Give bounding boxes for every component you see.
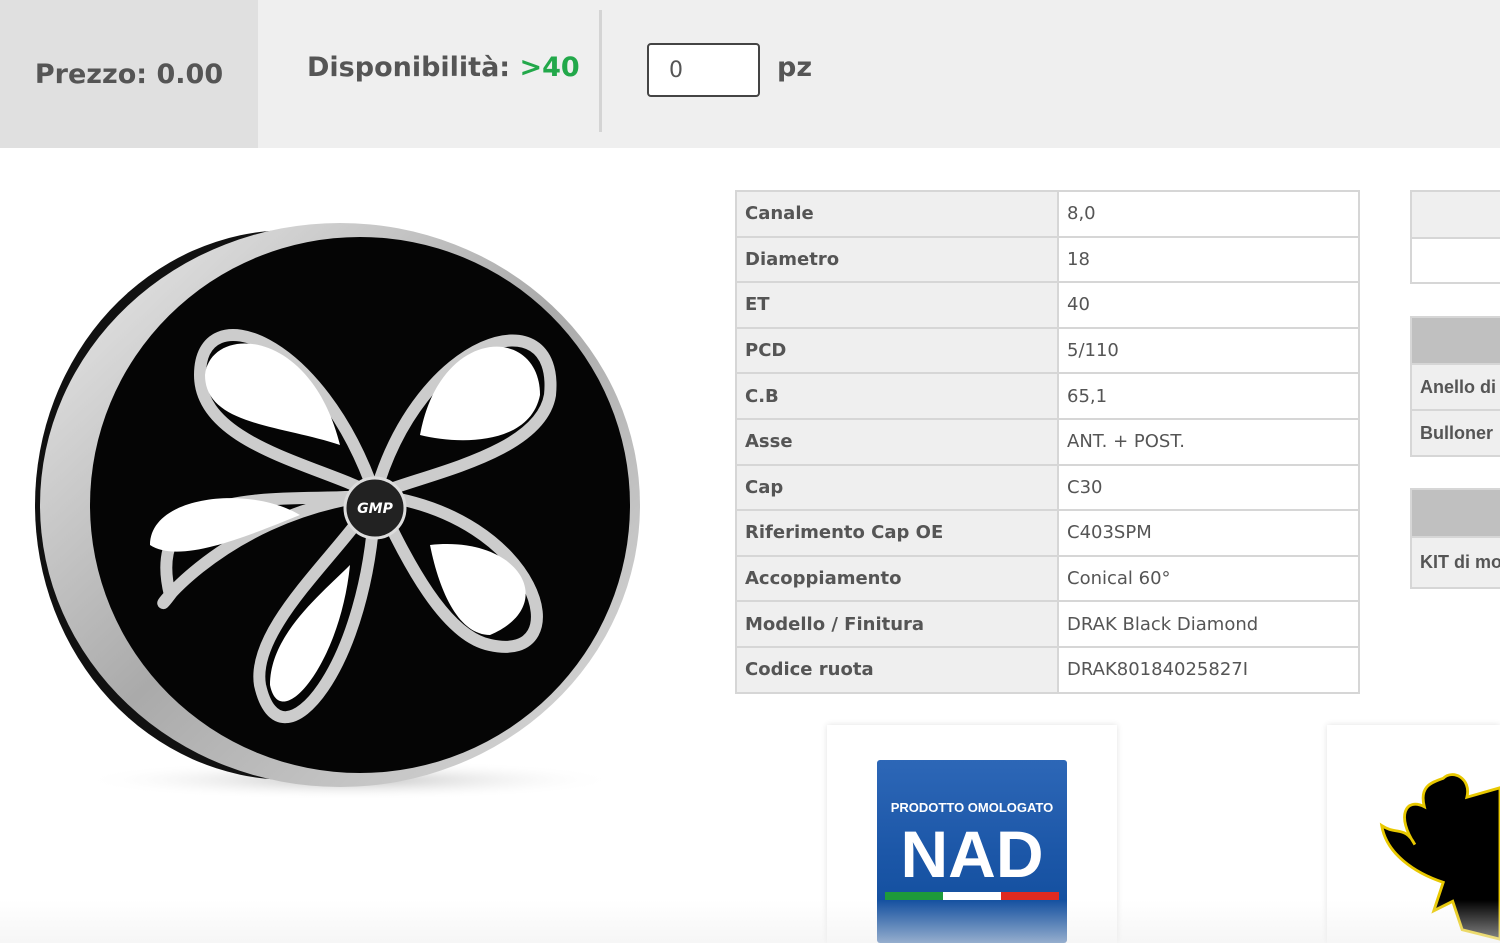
- spec-label: Accoppiamento: [735, 554, 1059, 603]
- spec-label: Diametro: [735, 235, 1059, 284]
- accessories-table: Anello di Bulloner: [1410, 316, 1500, 457]
- spec-row: Riferimento Cap OE C403SPM: [735, 509, 1360, 557]
- unit-label: pz: [777, 52, 813, 83]
- spec-label: ET: [735, 281, 1059, 329]
- top-bar: Prezzo: 0.00 Disponibilità: >40 pz: [0, 0, 1500, 148]
- spec-value: 5/110: [1057, 326, 1360, 375]
- spec-value: ANT. + POST.: [1057, 417, 1360, 466]
- wheel-logo: GMP: [357, 501, 393, 517]
- availability-label: Disponibilità:: [307, 52, 511, 83]
- spec-value: 8,0: [1057, 190, 1360, 238]
- spec-label: Asse: [735, 417, 1059, 466]
- availability: Disponibilità: >40: [307, 52, 580, 83]
- spec-label: Codice ruota: [735, 645, 1059, 694]
- spec-value: 18: [1057, 235, 1360, 284]
- spec-value: C30: [1057, 463, 1360, 512]
- price: Prezzo: 0.00: [0, 0, 258, 148]
- spec-value: DRAK80184025827I: [1057, 645, 1360, 694]
- nad-title: NAD: [900, 817, 1044, 891]
- product-wheel-image: GMP: [35, 223, 640, 800]
- spec-value: C403SPM: [1057, 509, 1360, 557]
- spec-row: Cap C30: [735, 463, 1360, 512]
- spec-label: Riferimento Cap OE: [735, 509, 1059, 557]
- spec-label: Modello / Finitura: [735, 600, 1059, 648]
- spec-label: Canale: [735, 190, 1059, 238]
- spec-label: PCD: [735, 326, 1059, 375]
- bottom-fade: [0, 900, 1500, 943]
- side-table-1: [1410, 190, 1500, 284]
- divider: [599, 10, 602, 132]
- spec-value: Conical 60°: [1057, 554, 1360, 603]
- italian-flag-stripe: [885, 892, 1059, 900]
- spec-label: C.B: [735, 372, 1059, 420]
- spec-row: Accoppiamento Conical 60°: [735, 554, 1360, 603]
- spec-row: Codice ruota DRAK80184025827I: [735, 645, 1360, 694]
- accessory-item[interactable]: Bulloner: [1410, 409, 1500, 457]
- spec-value: 65,1: [1057, 372, 1360, 420]
- spec-value: 40: [1057, 281, 1360, 329]
- spec-row: ET 40: [735, 281, 1360, 329]
- quantity-input[interactable]: [647, 43, 760, 97]
- availability-value: >40: [519, 52, 580, 83]
- spec-row: Canale 8,0: [735, 190, 1360, 238]
- spec-row: PCD 5/110: [735, 326, 1360, 375]
- spec-row: Diametro 18: [735, 235, 1360, 284]
- german-eagle-icon: [1379, 773, 1500, 941]
- spec-row: C.B 65,1: [735, 372, 1360, 420]
- nad-subtitle: PRODOTTO OMOLOGATO: [890, 800, 1054, 815]
- spec-value: DRAK Black Diamond: [1057, 600, 1360, 648]
- accessory-item[interactable]: Anello di: [1410, 363, 1500, 411]
- kit-item[interactable]: KIT di mo: [1410, 536, 1500, 589]
- spec-label: Cap: [735, 463, 1059, 512]
- spec-row: Asse ANT. + POST.: [735, 417, 1360, 466]
- spec-table: Canale 8,0 Diametro 18 ET 40 PCD 5/110 C.B 65,1 As…: [735, 190, 1360, 694]
- kit-table: KIT di mo: [1410, 488, 1500, 589]
- spec-row: Modello / Finitura DRAK Black Diamond: [735, 600, 1360, 648]
